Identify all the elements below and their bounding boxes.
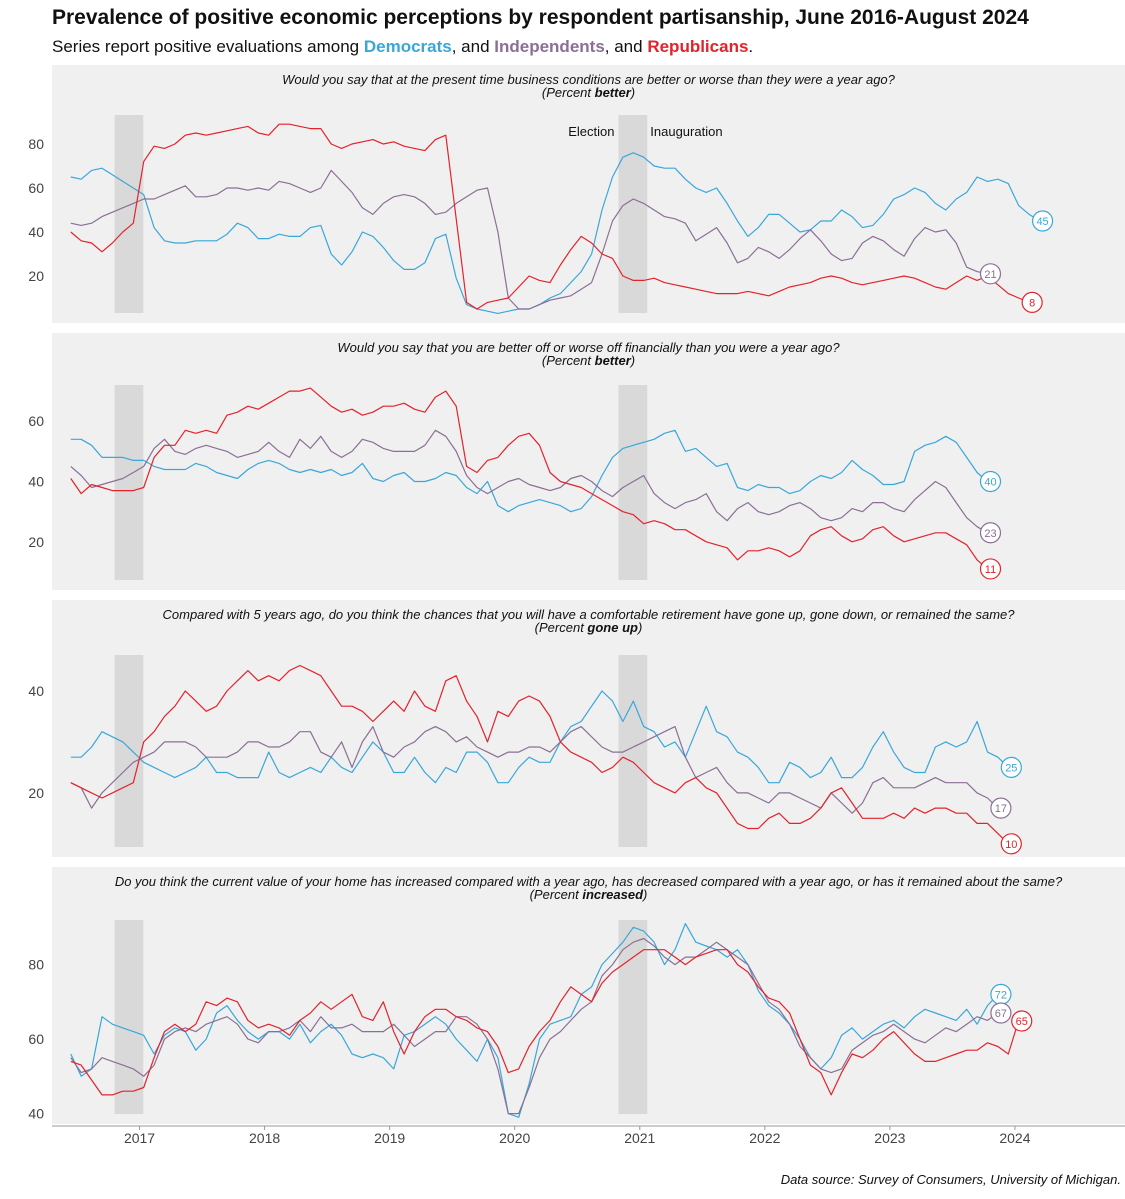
end-value-label-ind: 21 (984, 269, 996, 281)
x-tick-label: 2017 (124, 1130, 155, 1146)
panel-question: Would you say that at the present time b… (282, 72, 896, 87)
end-value-label-dem: 25 (1005, 762, 1017, 774)
y-tick-label: 40 (28, 683, 44, 699)
x-tick-label: 2024 (999, 1130, 1030, 1146)
chart-subtitle: Series report positive evaluations among… (52, 37, 754, 56)
chart-title: Prevalence of positive economic percepti… (52, 6, 1029, 29)
y-tick-label: 60 (28, 180, 44, 196)
y-tick-label: 80 (28, 957, 44, 973)
panel-question: Do you think the current value of your h… (115, 874, 1063, 889)
end-value-marker-ind (990, 1002, 1012, 1024)
panel-question: Would you say that you are better off or… (337, 340, 840, 355)
end-value-label-rep: 10 (1005, 839, 1017, 851)
end-value-label-rep: 65 (1016, 1016, 1028, 1028)
event-shading-1 (114, 655, 144, 847)
end-value-label-dem: 45 (1036, 216, 1048, 228)
y-tick-label: 80 (28, 136, 44, 152)
panel-question: Compared with 5 years ago, do you think … (163, 607, 1016, 622)
event-shading-1 (114, 385, 144, 580)
subtitle-republicans: Republicans (647, 37, 749, 56)
x-tick-label: 2019 (374, 1130, 405, 1146)
series-line-dem (70, 690, 1009, 784)
series-line-ind (70, 937, 999, 1115)
chart-panel-1: Would you say that at the present time b… (28, 65, 1125, 323)
event-label-election: Election (568, 124, 614, 139)
subtitle-democrats: Democrats (363, 37, 452, 56)
x-tick-label: 2020 (499, 1130, 530, 1146)
event-shading-2 (618, 920, 648, 1114)
series-line-dem (70, 922, 999, 1118)
x-tick-label: 2022 (749, 1130, 780, 1146)
end-value-label-rep: 11 (985, 564, 996, 576)
y-tick-label: 20 (28, 785, 44, 801)
y-tick-label: 40 (28, 224, 44, 240)
series-line-rep (70, 664, 1009, 845)
y-tick-label: 40 (28, 474, 44, 490)
y-tick-label: 60 (28, 413, 44, 429)
event-shading-2 (618, 655, 648, 847)
series-line-ind (70, 725, 999, 814)
event-shading-1 (114, 920, 144, 1114)
panel-background (52, 600, 1125, 857)
end-value-label-dem: 40 (984, 477, 996, 489)
end-value-label-rep: 8 (1029, 297, 1035, 309)
chart-panel-2: Would you say that you are better off or… (28, 333, 1125, 590)
x-tick-label: 2018 (249, 1130, 280, 1146)
panel-background (52, 867, 1125, 1124)
event-shading-2 (618, 115, 648, 313)
x-tick-label: 2021 (624, 1130, 655, 1146)
panel-measure: (Percent gone up) (535, 620, 643, 635)
end-value-marker-rep (979, 558, 1002, 580)
series-line-rep (70, 949, 1020, 1096)
y-tick-label: 20 (28, 534, 44, 550)
series-line-ind (70, 429, 988, 534)
end-value-marker-rep (1000, 833, 1022, 855)
end-value-label-ind: 23 (984, 528, 996, 540)
end-value-marker-dem (1031, 210, 1054, 232)
end-value-label-ind: 67 (995, 1008, 1007, 1020)
series-line-dem (70, 429, 988, 513)
series-line-rep (70, 123, 1030, 310)
chart-panel-4: Do you think the current value of your h… (28, 867, 1125, 1124)
chart-panel-3: Compared with 5 years ago, do you think … (28, 600, 1125, 857)
panel-background (52, 65, 1125, 323)
end-value-label-ind: 17 (995, 803, 1007, 815)
end-value-marker-rep (1021, 291, 1043, 313)
x-tick-label: 2023 (874, 1130, 905, 1146)
series-line-rep (70, 387, 988, 570)
series-line-dem (70, 152, 1040, 314)
y-tick-label: 60 (28, 1031, 44, 1047)
panel-measure: (Percent increased) (530, 887, 648, 902)
end-value-marker-ind (979, 263, 1002, 285)
y-tick-label: 20 (28, 268, 44, 284)
subtitle-independents: Independents (494, 37, 605, 56)
end-value-marker-dem (1000, 756, 1022, 778)
end-value-marker-ind (979, 522, 1002, 544)
event-label-inauguration: Inauguration (650, 124, 722, 139)
data-source: Data source: Survey of Consumers, Univer… (780, 1172, 1121, 1187)
end-value-marker-dem (979, 470, 1002, 493)
y-tick-label: 40 (28, 1106, 44, 1122)
panel-measure: (Percent better) (542, 353, 635, 368)
series-line-ind (70, 169, 988, 310)
event-shading-2 (618, 385, 648, 580)
end-value-label-dem: 72 (995, 989, 1007, 1001)
end-value-marker-ind (990, 797, 1012, 819)
end-value-marker-rep (1011, 1010, 1033, 1032)
event-shading-1 (114, 115, 144, 313)
panel-measure: (Percent better) (542, 85, 635, 100)
panel-background (52, 333, 1125, 590)
